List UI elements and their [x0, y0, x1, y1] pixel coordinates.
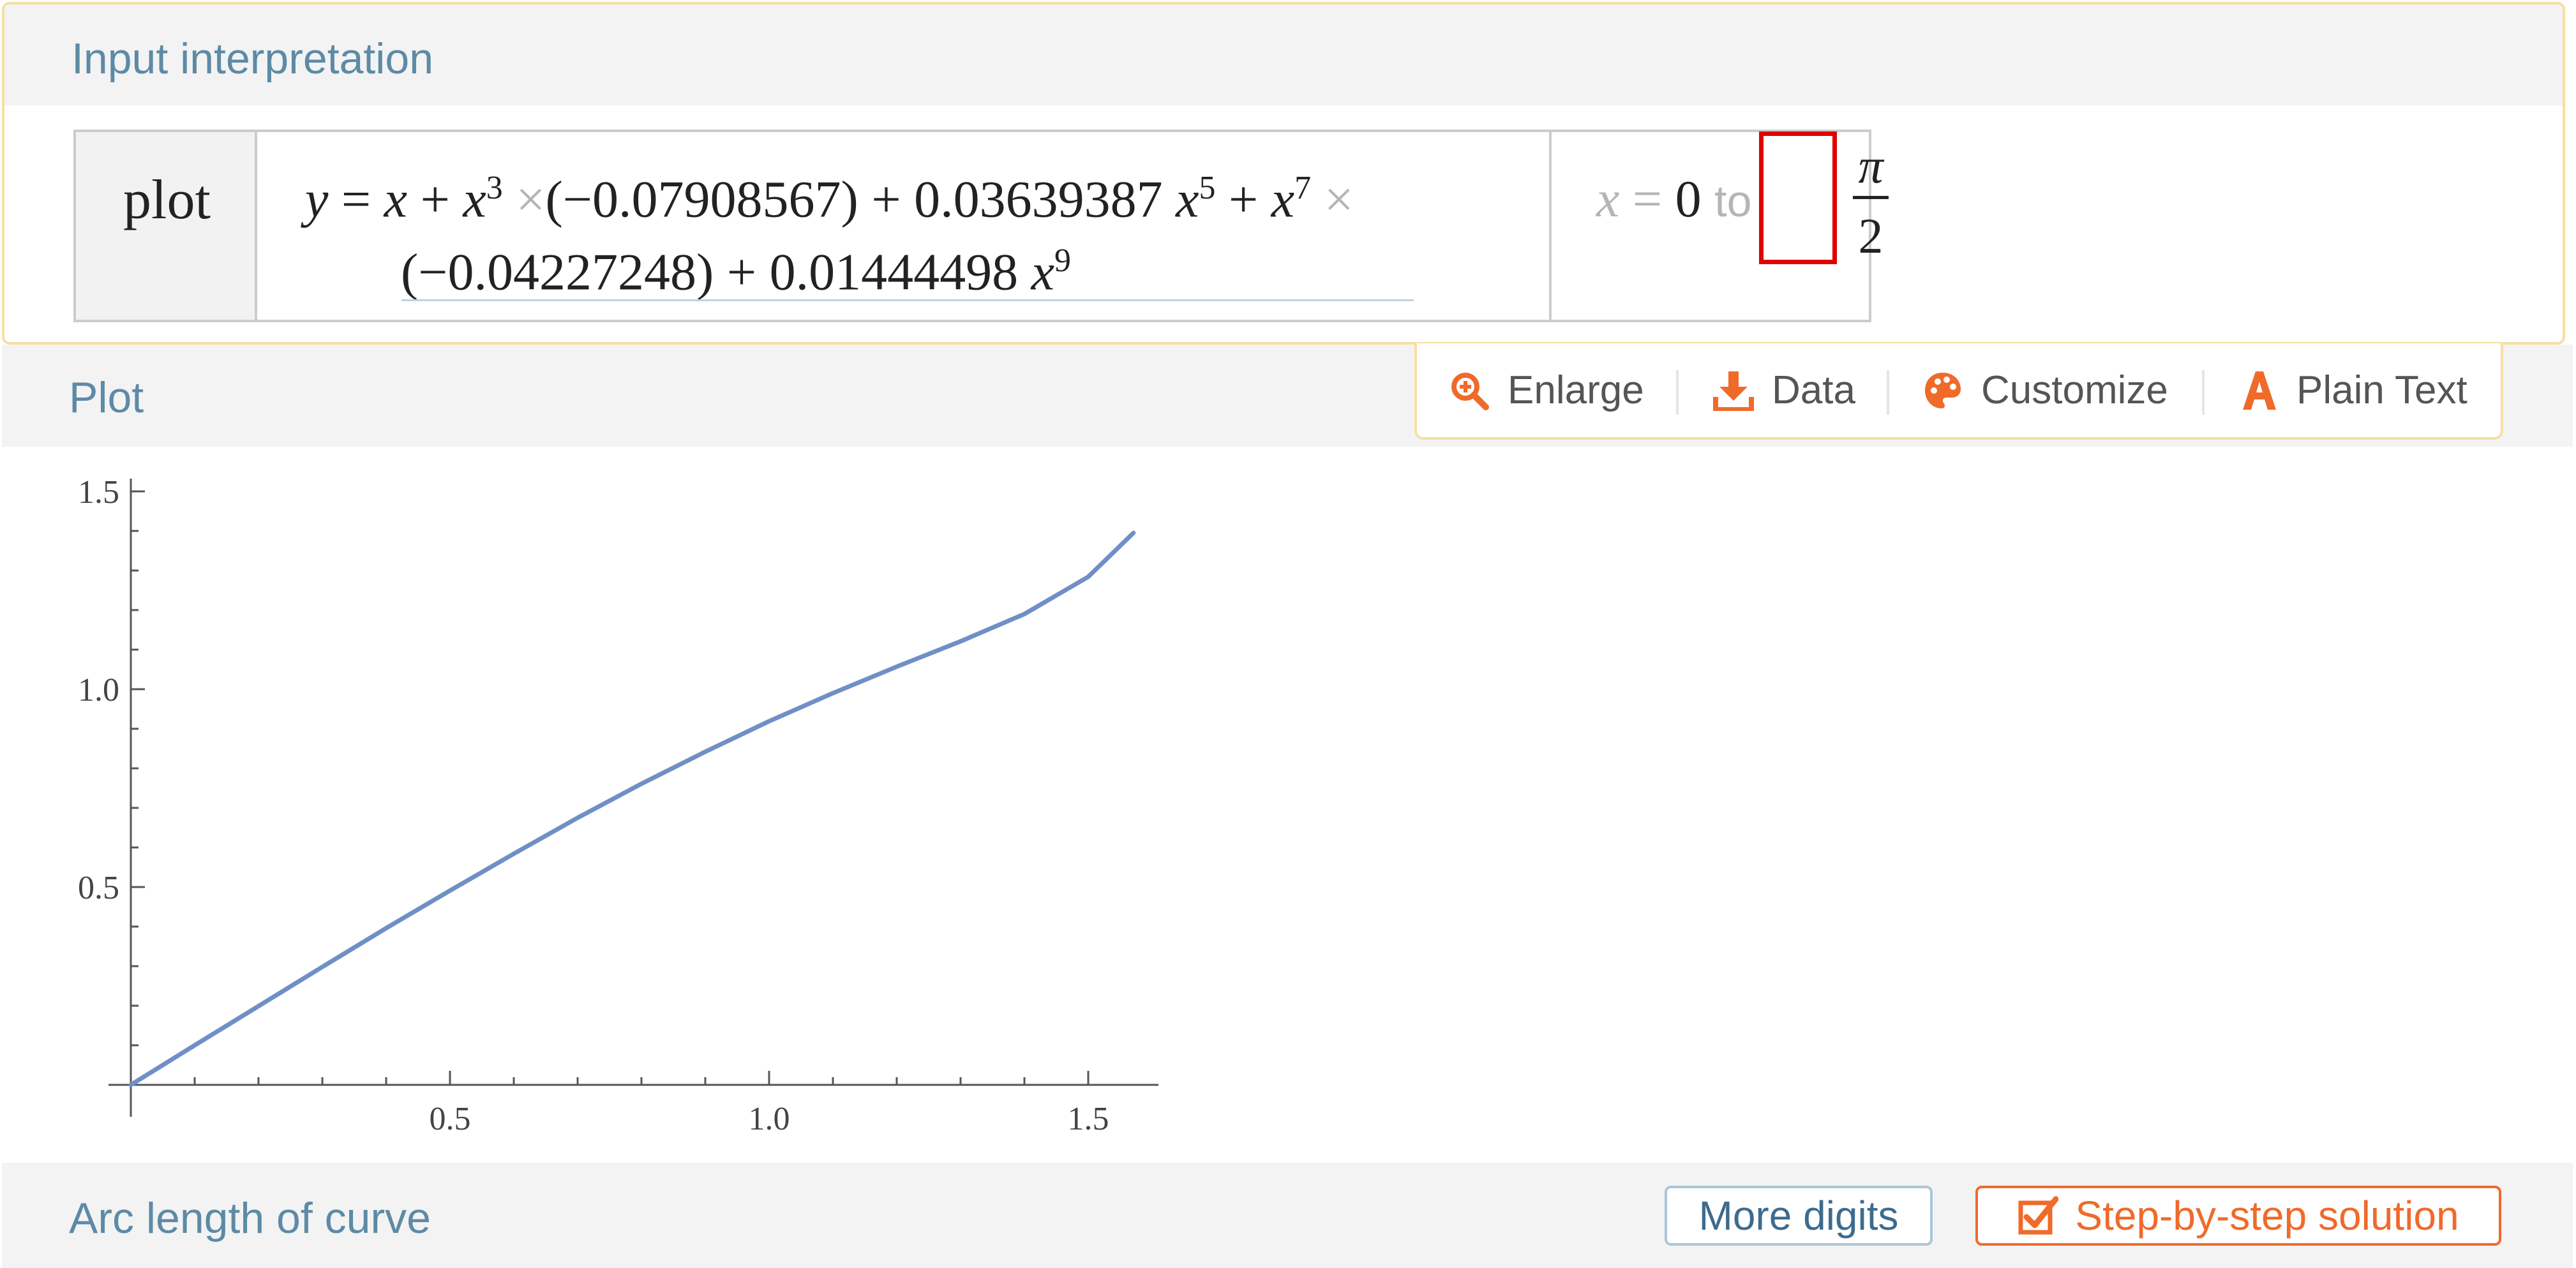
expression-line-1: y = x + x3 ×(−0.07908567) + 0.03639387 x…	[305, 172, 1354, 225]
toolbar-divider	[1887, 370, 1889, 415]
y-tick-label: 1.0	[78, 672, 119, 708]
expression-cell: y = x + x3 ×(−0.07908567) + 0.03639387 x…	[257, 132, 1552, 320]
expr-x: x	[1271, 170, 1295, 228]
enlarge-label: Enlarge	[1508, 368, 1644, 412]
range-end-numerator: π	[1858, 138, 1883, 193]
fraction-bar	[1853, 196, 1889, 199]
text-a-icon	[2243, 371, 2276, 410]
range-end-denominator: 2	[1858, 208, 1883, 264]
range-to: to	[1714, 176, 1752, 226]
expr-equals: =	[341, 170, 371, 228]
arc-length-header: Arc length of curve	[2, 1163, 2573, 1268]
expression-line-2: (−0.04227248) + 0.01444498 x9	[401, 244, 1071, 298]
plot-chart: 0.5 1.0 1.5 0.5 1.0 1.5	[78, 474, 1158, 1137]
range-equals: =	[1632, 170, 1663, 228]
toolbar-divider	[1676, 370, 1679, 415]
range-cell: x = 0 to π 2	[1552, 132, 1889, 320]
expr-y: y	[305, 170, 329, 228]
expr-plus: +	[726, 242, 757, 301]
plot-curve	[128, 530, 1136, 1087]
enlarge-button[interactable]: Enlarge	[1449, 343, 1644, 437]
x-tick-label: 1.5	[1068, 1101, 1109, 1137]
range-variable: x	[1596, 170, 1620, 228]
arc-length-title: Arc length of curve	[69, 1194, 431, 1242]
expr-times: ×	[516, 170, 546, 228]
axis-tick-labels: 0.5 1.0 1.5 0.5 1.0 1.5	[78, 474, 1109, 1137]
expr-exponent: 5	[1199, 170, 1216, 206]
command-label: plot	[123, 169, 211, 231]
y-tick-label: 1.5	[78, 474, 119, 511]
zoom-in-icon	[1451, 372, 1489, 410]
plot-title: Plot	[69, 373, 144, 422]
customize-label: Customize	[1981, 368, 2168, 412]
more-digits-label: More digits	[1698, 1193, 1899, 1239]
more-digits-button[interactable]: More digits	[1665, 1186, 1933, 1246]
expr-x: x	[384, 170, 408, 228]
checkbox-checked-icon	[2018, 1196, 2059, 1235]
axis-ticks	[131, 490, 1090, 1085]
y-tick-label: 0.5	[78, 870, 119, 906]
expr-x: x	[1176, 170, 1199, 228]
expr-coefficient: (−0.04227248)	[401, 242, 714, 301]
input-table: plot y = x + x3 ×(−0.07908567) + 0.03639…	[73, 130, 1889, 322]
input-interpretation-pod: Input interpretation plot y = x + x3 ×(−…	[2, 2, 2565, 345]
expr-plus: +	[1228, 170, 1259, 228]
expr-times: ×	[1324, 170, 1354, 228]
plain-text-button[interactable]: Plain Text	[2240, 343, 2467, 437]
download-icon	[1713, 371, 1754, 411]
range-start: x = 0 to	[1596, 173, 1752, 225]
expr-plus: +	[420, 170, 450, 228]
expression-underline	[401, 299, 1414, 301]
data-button[interactable]: Data	[1713, 343, 1855, 437]
expr-plus: +	[871, 170, 901, 228]
input-interpretation-title: Input interpretation	[71, 34, 434, 83]
plain-text-label: Plain Text	[2296, 368, 2467, 412]
step-by-step-label: Step-by-step solution	[2075, 1193, 2459, 1239]
highlight-box	[1759, 131, 1837, 264]
palette-icon	[1925, 372, 1961, 408]
range-start-value: 0	[1675, 170, 1702, 228]
x-tick-label: 1.0	[749, 1101, 790, 1137]
x-tick-label: 0.5	[430, 1101, 471, 1137]
toolbar-divider	[2202, 370, 2205, 415]
expr-exponent: 9	[1054, 242, 1072, 279]
command-cell: plot	[76, 132, 257, 320]
step-by-step-button[interactable]: Step-by-step solution	[1975, 1186, 2501, 1246]
expr-x: x	[1031, 242, 1055, 301]
plot-toolbar: Enlarge Data Customize Plain Text	[1414, 343, 2503, 440]
expr-coefficient: 0.03639387	[914, 170, 1163, 228]
customize-button[interactable]: Customize	[1922, 343, 2168, 437]
expr-x: x	[463, 170, 486, 228]
expr-exponent: 3	[486, 170, 503, 206]
input-interpretation-header: Input interpretation	[4, 4, 2563, 105]
data-label: Data	[1772, 368, 1855, 412]
expr-coefficient: (−0.07908567)	[545, 170, 858, 228]
expr-coefficient: 0.01444498	[769, 242, 1019, 301]
expr-exponent: 7	[1294, 170, 1312, 206]
